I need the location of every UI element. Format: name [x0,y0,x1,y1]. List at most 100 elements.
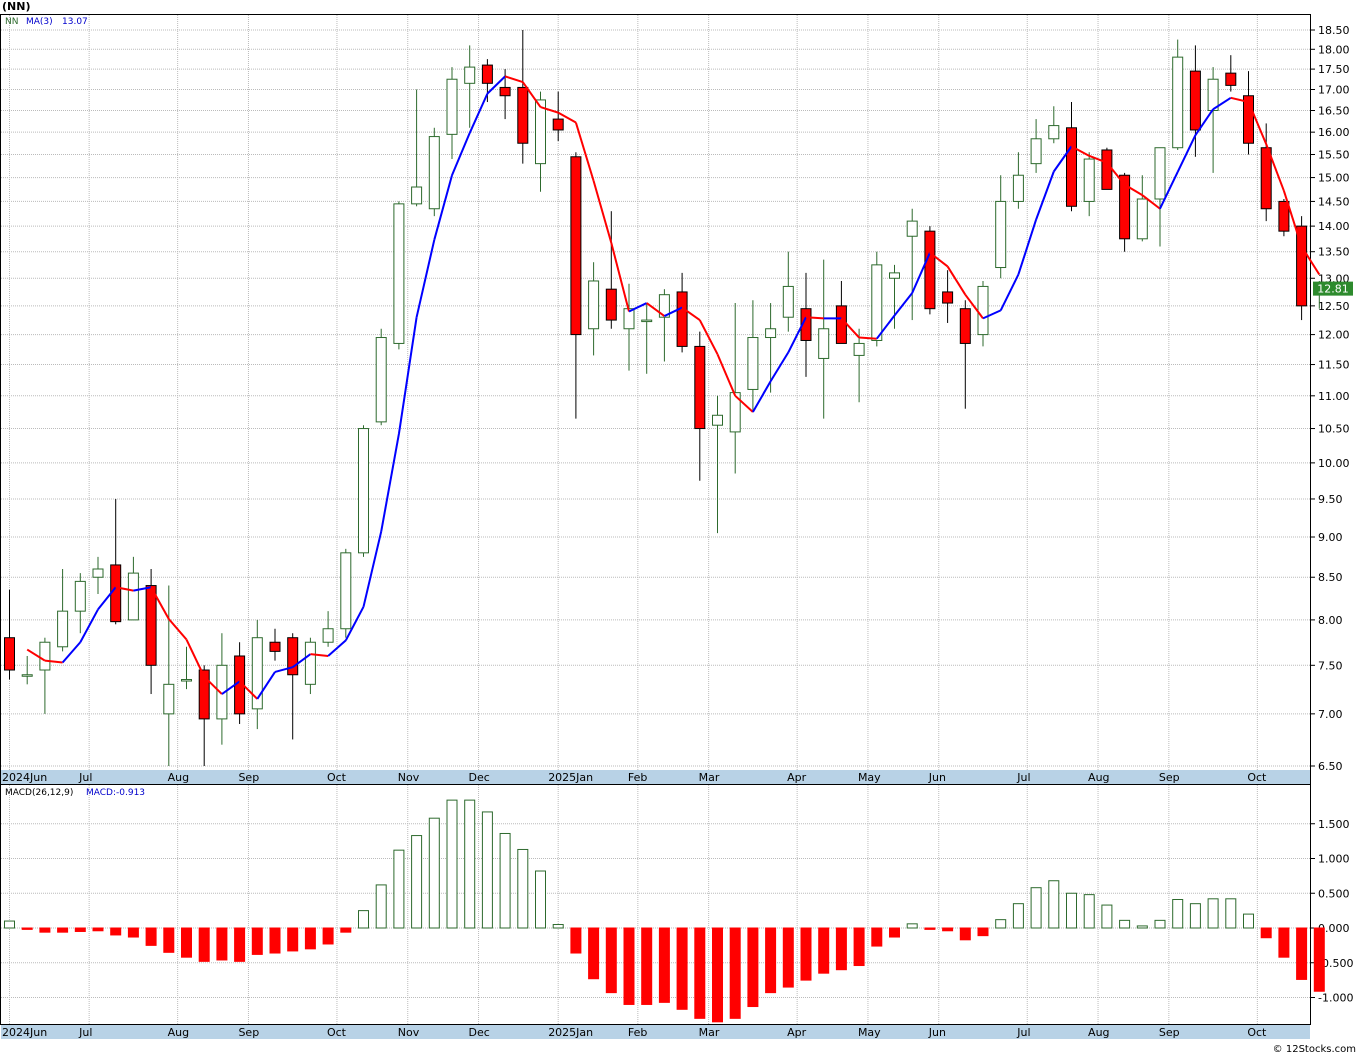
ma-segment [1106,162,1126,186]
macd-bar [216,927,228,961]
candle [694,331,706,481]
macd-bar [977,927,989,937]
ma-segment [805,316,824,320]
candle [605,211,617,329]
candle-body [1048,125,1060,140]
candle [729,303,741,474]
macd-bar [198,927,210,962]
legend-symbol: NN [5,17,18,27]
candle [4,589,15,680]
macd-bar [1012,903,1024,929]
candle-body [4,637,15,671]
x-axis-label: Sep [1159,771,1180,784]
macd-bar [127,927,139,938]
candle [375,328,387,426]
macd-bar [535,870,546,929]
candle-body [729,392,741,433]
candle-body [570,156,582,336]
macd-bar [517,848,529,929]
candle [517,30,529,164]
macd-bar [871,927,883,947]
macd-bar [906,923,918,929]
candle [853,328,865,403]
macd-bar [446,799,458,929]
candle-body [959,308,971,344]
macd-bar [1048,880,1060,929]
x-axis-label: Oct [327,1026,347,1039]
price-tick-label: 16.50 [1318,105,1350,118]
current-price-marker: 12.81 [1313,281,1353,296]
x-axis-label: Dec [469,1026,490,1039]
x-axis-label: 2024Jun [2,1026,47,1039]
ma-segment [698,319,719,355]
ma-segment [256,671,276,700]
x-axis-label: Sep [238,1026,259,1039]
price-tick-label: 15.50 [1318,148,1350,161]
candle [658,289,670,362]
candle [358,425,369,557]
candle-body [216,664,228,720]
ma-segment [344,606,365,641]
candle-body [1119,174,1131,240]
macd-bar [110,927,122,936]
ma-segment [26,648,46,662]
candle-body [924,230,936,310]
macd-bar [21,927,33,930]
ma-segment [893,292,913,317]
ma-segment [397,317,418,435]
ma-segment [238,680,259,700]
ma-segment [451,132,471,176]
macd-tick-label: 1.000 [1318,853,1350,866]
ma-segment [1124,183,1143,197]
x-axis-label: 2024Jun [2,771,47,784]
ma-segment [982,309,1002,320]
candle [251,619,263,730]
candle-body [1278,200,1290,232]
candle [552,91,564,142]
x-axis-label: Aug [1088,1026,1109,1039]
ma-segment [769,351,790,382]
x-axis-label: Aug [1088,771,1109,784]
macd-bar [658,927,670,1003]
symbol-title: (NN) [2,0,30,13]
ma-segment [521,81,542,108]
candle [304,637,316,695]
candle-body [198,669,210,720]
candle-body [1154,147,1166,200]
macd-bar [712,927,723,1023]
price-tick-label: 12.50 [1318,300,1350,313]
candle-body [676,291,688,347]
candle-body [588,280,600,330]
candle [924,226,936,315]
price-tick-label: 12.00 [1318,329,1350,342]
candle-body [411,186,423,205]
x-axis-label: Oct [327,771,347,784]
ma-segment [1194,108,1214,136]
ma-segment [628,302,648,313]
macd-bar [1243,913,1254,929]
candle-body [694,345,706,430]
candle [959,300,971,409]
candle [1172,39,1184,150]
price-tick-label: 10.00 [1318,457,1350,470]
candlestick-series [4,30,1325,766]
ma-segment [946,265,967,296]
candle [145,569,157,695]
price-tick-label: 14.00 [1318,220,1350,233]
macd-tick-label: -1.000 [1318,992,1353,1005]
macd-bar [322,927,334,945]
macd-bar [251,927,263,955]
candle-body [712,414,723,426]
candle-body [658,294,670,318]
ma-segment [168,618,188,641]
ma-segment [929,251,949,268]
ma-segment [876,314,896,340]
candle [198,665,210,766]
price-tick-label: 11.00 [1318,390,1350,403]
macd-bar [234,927,246,962]
ma-segment [468,93,489,134]
candle-body [1012,174,1024,202]
price-y-axis-ticks: 6.50 7.00 7.50 8.00 8.50 9.00 9.50 10.00 10.50 11… [1310,24,1350,773]
candle-body [765,328,777,339]
candle-body [641,319,653,323]
